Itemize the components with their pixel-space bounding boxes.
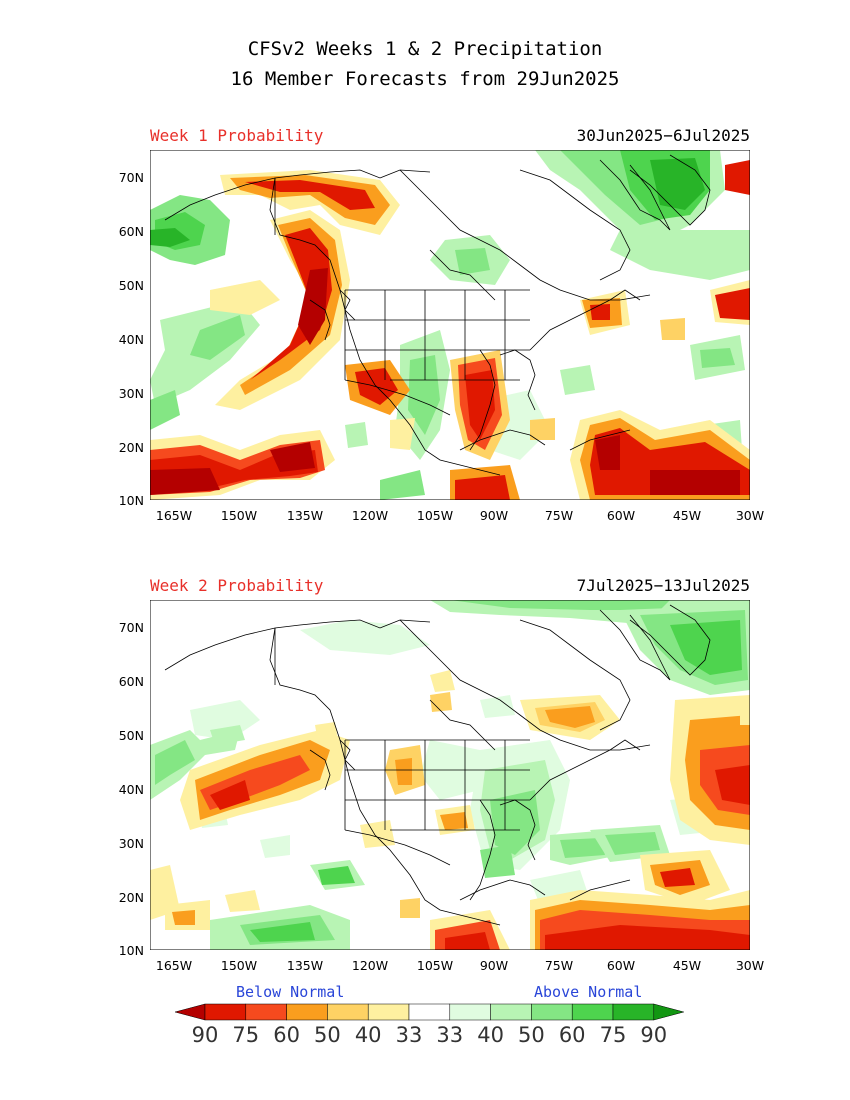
below-normal-label: Below Normal xyxy=(236,983,345,1001)
panel1-xtick: 45W xyxy=(672,508,702,523)
panel1-xtick: 105W xyxy=(416,508,454,523)
week2-map xyxy=(150,600,750,950)
panel2-ytick: 50N xyxy=(118,728,144,743)
panel1-ytick: 10N xyxy=(118,493,144,508)
panel2-ytick: 40N xyxy=(118,782,144,797)
colorbar-box xyxy=(367,1003,410,1021)
panel1-ytick: 50N xyxy=(118,278,144,293)
colorbar-box xyxy=(449,1003,491,1021)
colorbar-box xyxy=(286,1003,328,1021)
colorbar-box xyxy=(531,1003,573,1021)
colorbar-box xyxy=(245,1003,287,1021)
panel2-xtick: 165W xyxy=(155,958,193,973)
week1-probability-shading xyxy=(150,150,750,500)
title-line-2: 16 Member Forecasts from 29Jun2025 xyxy=(230,68,620,90)
panel2-xtick: 135W xyxy=(286,958,324,973)
panel1-ytick: 70N xyxy=(118,170,144,185)
panel2-label: Week 2 Probability xyxy=(150,576,324,595)
panel2-xtick: 60W xyxy=(606,958,636,973)
colorbar-value: 33 xyxy=(395,1023,423,1047)
panel2-xtick: 45W xyxy=(672,958,702,973)
colorbar-value: 50 xyxy=(314,1023,341,1047)
panel2-xtick: 90W xyxy=(479,958,509,973)
panel2-dates: 7Jul2025−13Jul2025 xyxy=(576,576,750,595)
colorbar-value: 90 xyxy=(640,1023,668,1047)
panel1-ytick: 40N xyxy=(118,332,144,347)
panel1-xtick: 150W xyxy=(220,508,258,523)
panel2-ytick: 10N xyxy=(118,943,144,958)
panel1-xtick: 120W xyxy=(351,508,389,523)
panel2-ytick: 60N xyxy=(118,674,144,689)
panel2-xtick: 75W xyxy=(544,958,574,973)
colorbar-left-arrow xyxy=(175,1003,206,1021)
colorbar-value: 90 xyxy=(191,1023,219,1047)
panel2-ytick: 70N xyxy=(118,620,144,635)
colorbar-value: 60 xyxy=(558,1023,586,1047)
panel1-dates: 30Jun2025−6Jul2025 xyxy=(576,126,750,145)
panel1-label: Week 1 Probability xyxy=(150,126,324,145)
panel1-ytick: 20N xyxy=(118,440,144,455)
title-line-1: CFSv2 Weeks 1 & 2 Precipitation xyxy=(247,38,603,60)
colorbar-value: 75 xyxy=(599,1023,627,1047)
panel2-ytick: 20N xyxy=(118,890,144,905)
panel1-xtick: 90W xyxy=(479,508,509,523)
colorbar-value: 40 xyxy=(477,1023,504,1047)
week1-coastlines xyxy=(164,154,711,476)
panel2-xtick: 120W xyxy=(351,958,389,973)
colorbar-value: 75 xyxy=(232,1023,260,1047)
panel1-ytick: 60N xyxy=(118,224,144,239)
panel1-xtick: 30W xyxy=(735,508,765,523)
panel2-xtick: 30W xyxy=(735,958,765,973)
colorbar-box xyxy=(408,1003,451,1021)
above-normal-label: Above Normal xyxy=(534,983,643,1001)
colorbar-value: 40 xyxy=(354,1023,382,1047)
panel1-xtick: 60W xyxy=(606,508,636,523)
week2-coastlines xyxy=(164,604,711,926)
colorbar-value: 33 xyxy=(436,1023,464,1047)
color-bar xyxy=(175,1003,685,1021)
week1-map xyxy=(150,150,750,500)
colorbar-box xyxy=(490,1003,532,1021)
panel2-xtick: 105W xyxy=(416,958,454,973)
colorbar-box xyxy=(327,1003,369,1021)
week2-probability-shading xyxy=(150,600,750,950)
week1-borders xyxy=(274,178,530,416)
panel1-ytick: 30N xyxy=(118,386,144,401)
colorbar-box xyxy=(571,1003,614,1021)
colorbar-box xyxy=(204,1003,247,1021)
panel2-xtick: 150W xyxy=(220,958,258,973)
panel1-xtick: 75W xyxy=(544,508,574,523)
panel2-ytick: 30N xyxy=(118,836,144,851)
colorbar-right-arrow xyxy=(653,1003,685,1021)
panel1-xtick: 135W xyxy=(286,508,324,523)
colorbar-value: 60 xyxy=(273,1023,300,1047)
panel1-xtick: 165W xyxy=(155,508,193,523)
week2-borders xyxy=(274,628,530,866)
colorbar-box xyxy=(612,1003,655,1021)
colorbar-value: 50 xyxy=(518,1023,545,1047)
